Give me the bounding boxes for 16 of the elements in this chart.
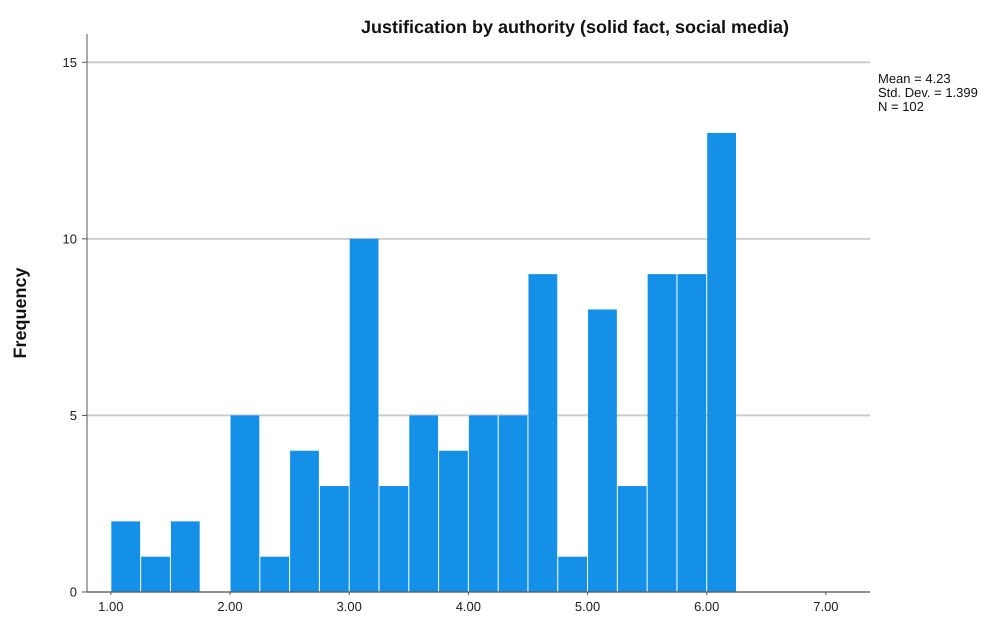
y-tick-label: 10 bbox=[62, 231, 77, 246]
x-tick-label: 3.00 bbox=[336, 599, 362, 614]
x-tick-label: 2.00 bbox=[217, 599, 243, 614]
y-tick-label: 15 bbox=[62, 54, 77, 70]
x-tick-label: 5.00 bbox=[574, 599, 600, 614]
text: N = 102 bbox=[878, 99, 924, 114]
y-tick-label: 5 bbox=[70, 408, 77, 423]
text: Mean = 4.23 bbox=[878, 71, 951, 86]
text: Std. Dev. = 1.399 bbox=[878, 85, 978, 100]
x-tick-label: 6.00 bbox=[694, 599, 720, 614]
x-tick-label: 7.00 bbox=[813, 599, 839, 614]
y-tick-label: 0 bbox=[70, 584, 77, 600]
chart-title: Justification by authority (solid fact, social media) bbox=[360, 17, 790, 37]
y-axis-title: Frequency bbox=[10, 267, 30, 359]
x-tick-label: 1.00 bbox=[98, 599, 124, 614]
x-tick-label: 4.00 bbox=[456, 599, 482, 614]
